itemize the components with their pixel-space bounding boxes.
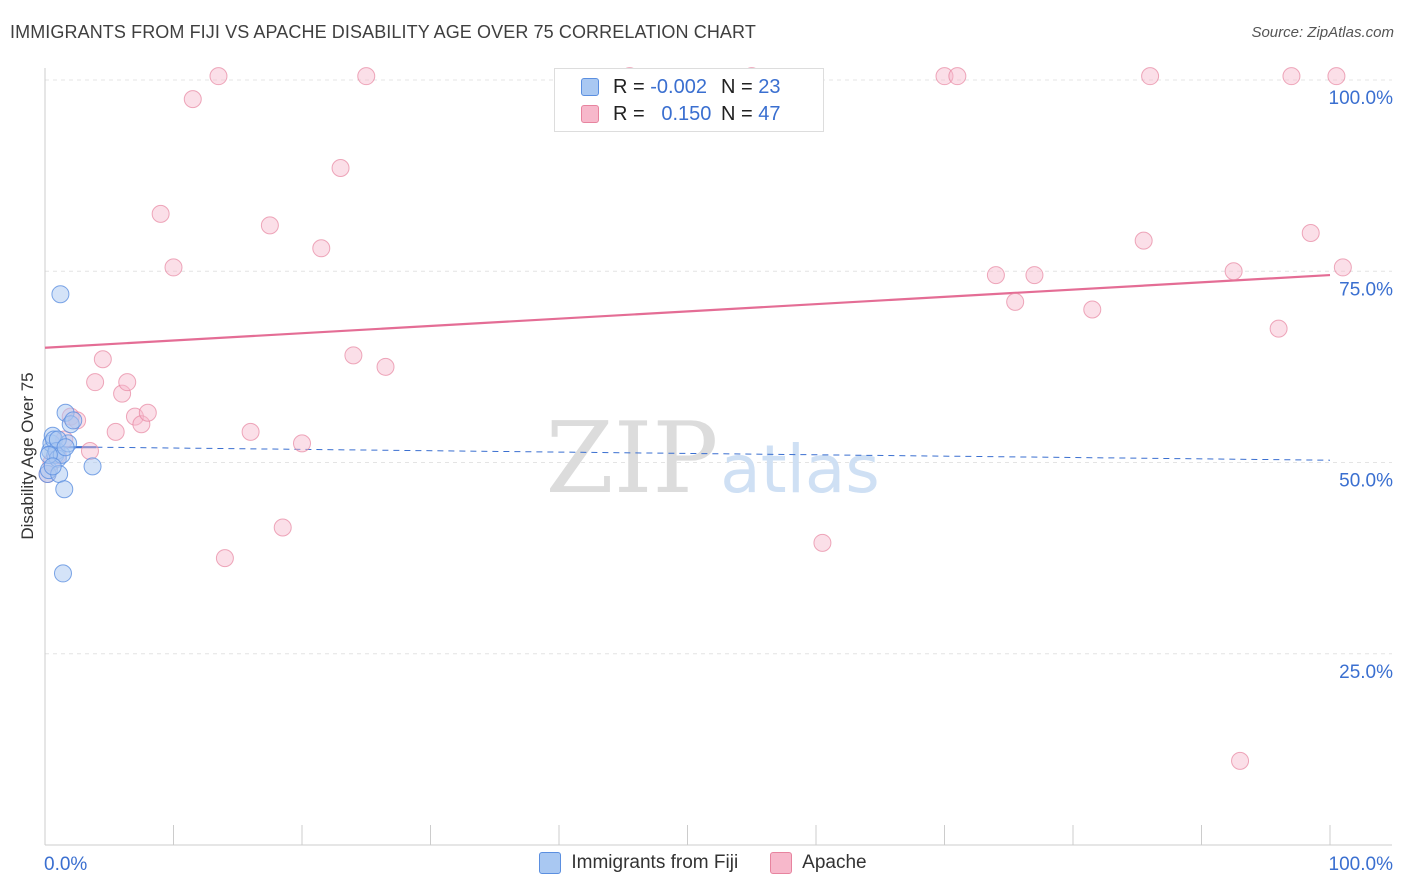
apache-point	[1006, 292, 1025, 311]
apache-point	[138, 403, 157, 422]
legend-r-value-apache: 0.150	[661, 102, 712, 125]
legend-n-label: N =	[721, 75, 753, 98]
legend-label-fiji: Immigrants from Fiji	[571, 852, 739, 873]
fiji-point	[56, 438, 75, 457]
legend-swatch-apache	[581, 105, 599, 123]
fiji-point	[64, 411, 83, 430]
apache-point	[93, 350, 112, 369]
apache-point	[935, 67, 954, 86]
gridlines	[45, 79, 1392, 655]
axes	[44, 68, 1392, 846]
apache-point	[113, 384, 132, 403]
apache-point	[1134, 231, 1153, 250]
fiji-point	[55, 480, 74, 499]
apache-point	[260, 216, 279, 235]
legend-swatch-fiji	[539, 852, 562, 874]
fiji-point	[43, 457, 62, 476]
watermark-zip: ZIP	[546, 402, 719, 516]
apache-point	[273, 518, 292, 537]
apache-point	[1141, 67, 1160, 86]
apache-point	[293, 434, 311, 453]
fiji-trend-extension	[96, 446, 1331, 461]
chart-title: IMMIGRANTS FROM FIJI VS APACHE DISABILIT…	[10, 22, 756, 42]
legend-item-apache[interactable]: Apache	[770, 852, 867, 874]
source-label: Source: ZipAtlas.com	[1251, 24, 1394, 41]
apache-trend-line	[44, 273, 1331, 349]
apache-point	[106, 422, 125, 441]
apache-point	[344, 346, 363, 365]
fiji-point	[83, 457, 102, 476]
y-tick-label: 75.0%	[1339, 279, 1393, 300]
fiji-points	[38, 285, 102, 583]
apache-point	[312, 239, 331, 258]
legend-row-fiji: R = -0.002 N = 23	[581, 74, 781, 100]
legend-r-value-fiji: -0.002	[650, 75, 707, 98]
apache-point	[215, 549, 234, 568]
fiji-point	[51, 285, 70, 304]
apache-point	[1327, 67, 1346, 86]
apache-point	[1333, 258, 1352, 277]
legend-swatch-fiji	[581, 78, 599, 96]
legend-label-apache: Apache	[802, 852, 867, 873]
legend-n-value-fiji: 23	[758, 75, 781, 98]
apache-point	[86, 373, 105, 392]
legend-row-apache: R = 0.150 N = 47	[581, 101, 781, 127]
apache-point	[132, 415, 151, 434]
apache-point	[376, 357, 395, 376]
apache-point	[1269, 319, 1288, 338]
y-tick-label: 100.0%	[1329, 88, 1394, 109]
apache-point	[1083, 300, 1102, 319]
x-tick-label: 100.0%	[1329, 854, 1394, 875]
legend-r-label: R =	[613, 102, 645, 125]
apache-point	[1301, 224, 1320, 242]
legend-swatch-apache	[770, 852, 793, 874]
apache-point	[209, 67, 228, 86]
x-tick-label: 0.0%	[44, 854, 87, 875]
legend-n-label: N =	[721, 102, 753, 125]
series-legend: Immigrants from Fiji Apache	[0, 852, 1406, 874]
apache-point	[1224, 262, 1243, 281]
fiji-point	[53, 564, 72, 583]
apache-point	[1025, 266, 1044, 285]
apache-point	[1282, 67, 1301, 86]
watermark-atlas: atlas	[720, 431, 880, 508]
legend-n-value-apache: 47	[758, 102, 781, 125]
apache-point	[1231, 751, 1250, 770]
apache-point	[331, 158, 350, 177]
legend-item-fiji[interactable]: Immigrants from Fiji	[539, 852, 738, 874]
correlation-legend: R = -0.002 N = 23 R = 0.150 N = 47	[554, 68, 824, 132]
apache-point	[357, 67, 376, 86]
apache-point	[813, 533, 832, 552]
apache-point	[948, 67, 967, 86]
apache-point	[151, 204, 170, 223]
tick-labels: 25.0% 50.0% 75.0% 100.0% 0.0% 100.0%	[44, 88, 1393, 875]
apache-points	[38, 67, 1352, 770]
legend-r-label: R =	[613, 75, 645, 98]
y-tick-label: 50.0%	[1339, 471, 1393, 492]
y-tick-label: 25.0%	[1339, 662, 1393, 683]
apache-point	[241, 422, 260, 441]
apache-point	[986, 266, 1005, 285]
apache-point	[183, 90, 202, 109]
apache-point	[164, 258, 183, 277]
apache-point	[80, 442, 99, 461]
apache-point	[118, 373, 137, 392]
